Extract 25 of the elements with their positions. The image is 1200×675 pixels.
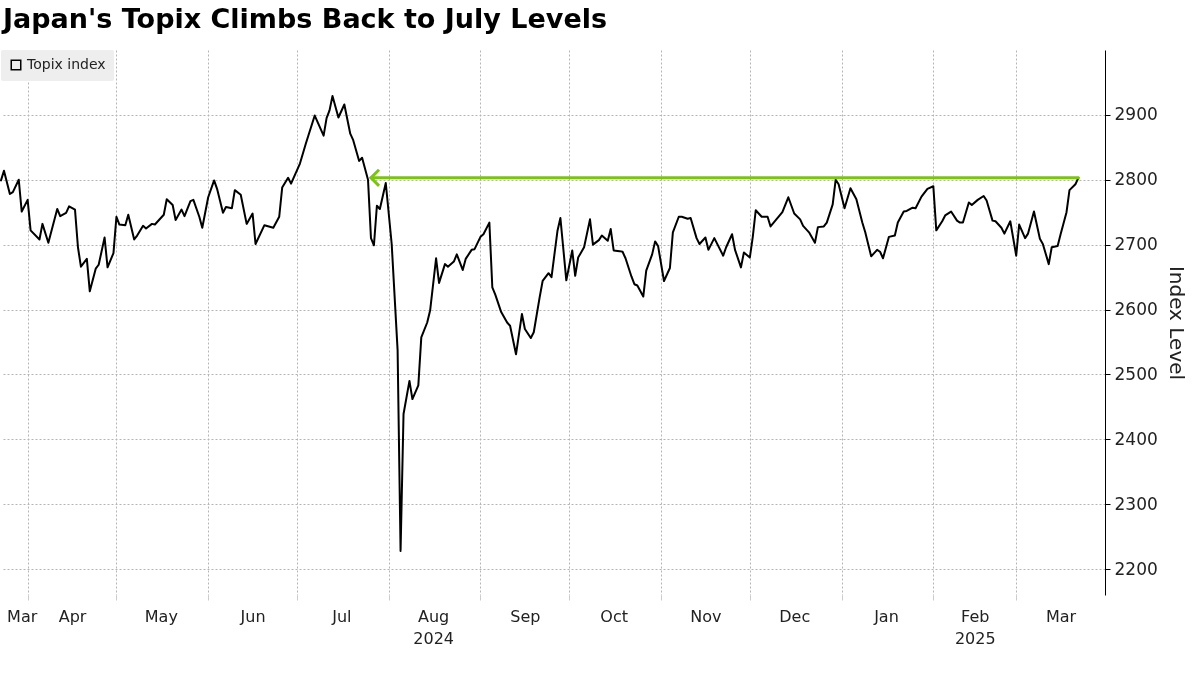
y-axis-title: Index Level xyxy=(1164,265,1189,381)
x-tick-label: Nov xyxy=(690,606,722,626)
x-tick-label: Apr xyxy=(58,606,87,626)
y-tick-label: 2700 xyxy=(1114,234,1158,255)
y-tick-label: 2200 xyxy=(1114,558,1158,579)
x-tick-label: Jul xyxy=(331,606,352,626)
x-tick-label: Aug 2024 xyxy=(413,606,454,648)
chart-title: Japan's Topix Climbs Back to July Levels xyxy=(1,3,608,34)
y-tick-label: 2500 xyxy=(1114,363,1158,384)
x-tick-label: Oct xyxy=(600,606,629,626)
x-tick-label: Feb 2025 xyxy=(954,606,996,648)
line-series xyxy=(0,95,1080,552)
x-tick-label: Mar xyxy=(1046,606,1077,626)
x-tick-label: Dec xyxy=(779,606,811,626)
x-tick-label: Jun xyxy=(239,606,266,626)
y-tick-label: 2300 xyxy=(1114,493,1158,514)
legend-label: Topix index xyxy=(26,56,106,72)
y-tick-label: 2800 xyxy=(1114,169,1158,190)
y-tick-label: 2900 xyxy=(1114,104,1158,125)
x-tick-label: Mar xyxy=(7,606,38,626)
y-tick-label: 2600 xyxy=(1114,299,1158,320)
x-tick-label: May xyxy=(144,606,178,626)
x-tick-label: Jan xyxy=(873,606,899,626)
y-tick-label: 2400 xyxy=(1114,428,1158,449)
x-tick-label: Sep xyxy=(510,606,541,626)
